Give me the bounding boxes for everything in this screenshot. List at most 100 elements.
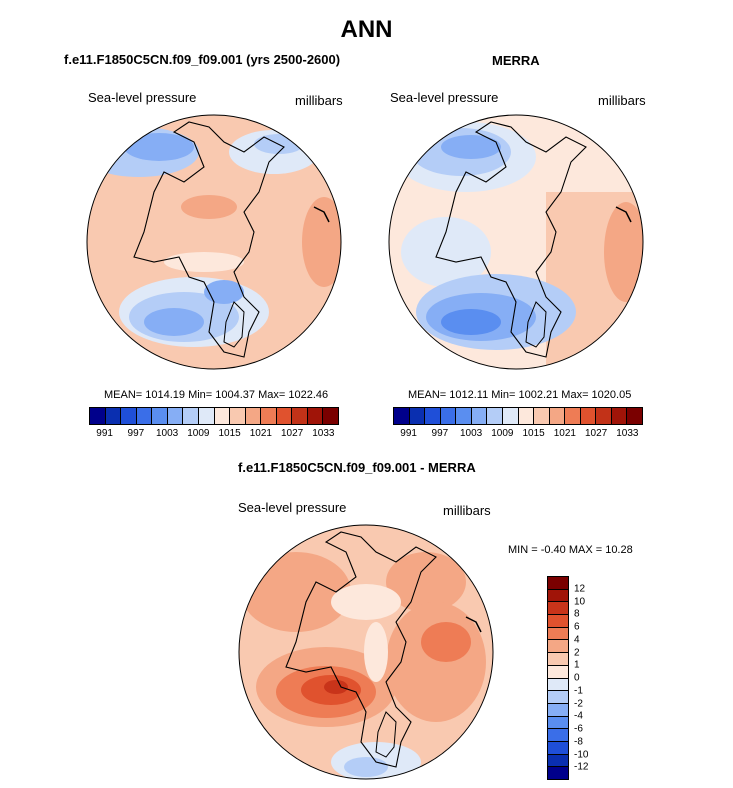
obs-colorbar-tick-label: 991 [400, 428, 417, 439]
obs-colorbar-tick-label: 1021 [553, 428, 576, 439]
obs-colorbar-tick-label: 1003 [460, 428, 483, 439]
diff-colorbar-tick-label: -1 [574, 685, 583, 697]
diff-colorbar-swatch [548, 716, 568, 730]
model-colorbar-swatch [230, 408, 246, 424]
model-colorbar-swatch [292, 408, 308, 424]
model-colorbar-swatch [276, 408, 293, 424]
diff-coastline [375, 711, 397, 758]
model-colorbar-tick-label: 1015 [218, 428, 241, 439]
model-units-label: millibars [295, 93, 343, 108]
model-colorbar-swatch [183, 408, 199, 424]
obs-coastline [615, 206, 632, 223]
model-colorbar-swatch [261, 408, 277, 424]
model-pressure-contour [181, 195, 237, 219]
diff-colorbar-tick-label: -2 [574, 698, 583, 709]
diff-polar-map [238, 524, 494, 780]
obs-units-label: millibars [598, 93, 646, 108]
obs-coastline [435, 121, 587, 358]
diff-colorbar-tick-label: 12 [574, 583, 586, 595]
obs-colorbar-swatch [580, 408, 597, 424]
obs-pressure-contour [604, 202, 643, 302]
model-colorbar-tick-label: 1027 [281, 428, 304, 439]
obs-pressure-contour [401, 217, 491, 287]
diff-colorbar-swatch [548, 678, 568, 692]
diff-colorbar-tick-label: -6 [574, 723, 583, 735]
obs-colorbar-tick-label: 1027 [585, 428, 608, 439]
model-colorbar-swatch [152, 408, 168, 424]
obs-colorbar-swatch [549, 408, 566, 424]
model-colorbar-swatch [136, 408, 153, 424]
model-colorbar-tick-label: 1033 [312, 428, 335, 439]
obs-colorbar-swatch [440, 408, 457, 424]
model-colorbar-swatch [214, 408, 231, 424]
diff-colorbar-tick-label: 4 [574, 634, 580, 646]
model-colorbar [89, 407, 339, 425]
obs-colorbar-swatch [534, 408, 550, 424]
model-colorbar-swatch [307, 408, 324, 424]
model-pressure-contour [302, 197, 341, 287]
model-colorbar-tick-label: 997 [127, 428, 145, 439]
model-polar-map [86, 114, 342, 370]
diff-colorbar-tick-label: 10 [574, 596, 586, 607]
diff-colorbar-swatch [548, 767, 568, 779]
diff-colorbar-tick-label: 0 [574, 672, 580, 684]
diff-panel-title: f.e11.F1850C5CN.f09_f09.001 - MERRA [238, 460, 476, 475]
diff-variable-label: Sea-level pressure [238, 500, 347, 515]
diff-colorbar [547, 576, 569, 780]
diff-colorbar-tick-label: 8 [574, 608, 580, 620]
diff-colorbar-tick-label: -8 [574, 736, 583, 748]
diff-contour [386, 552, 466, 612]
diff-contour [324, 680, 348, 694]
diff-colorbar-swatch [548, 627, 568, 641]
obs-pressure-contour [441, 135, 501, 159]
model-stats: MEAN= 1014.19 Min= 1004.37 Max= 1022.46 [104, 389, 329, 401]
model-colorbar-tick-label: 1003 [156, 428, 179, 439]
obs-colorbar-tick-label: 997 [431, 428, 449, 439]
obs-colorbar [393, 407, 643, 425]
diff-colorbar-tick-label: 2 [574, 647, 580, 658]
diff-colorbar-tick-label: -12 [574, 761, 589, 773]
model-colorbar-tick-label: 1009 [187, 428, 210, 439]
obs-variable-label: Sea-level pressure [390, 90, 499, 105]
obs-colorbar-swatch [409, 408, 426, 424]
diff-colorbar-swatch [548, 577, 568, 590]
diff-colorbar-swatch [548, 754, 568, 768]
diff-contour [421, 622, 471, 662]
diff-colorbar-tick-label: 6 [574, 621, 580, 633]
model-pressure-contour [164, 252, 244, 272]
main-title: ANN [340, 16, 393, 43]
obs-pressure-contour [441, 309, 501, 335]
obs-map-boundary [388, 114, 644, 370]
model-map-boundary [86, 114, 342, 370]
obs-colorbar-swatch [518, 408, 535, 424]
model-pressure-contour [204, 280, 244, 304]
obs-colorbar-swatch [565, 408, 581, 424]
diff-stats: MIN = -0.40 MAX = 10.28 [508, 544, 633, 556]
model-colorbar-swatch [323, 408, 338, 424]
model-panel-title: f.e11.F1850C5CN.f09_f09.001 (yrs 2500-26… [64, 52, 341, 67]
obs-coastline [525, 301, 547, 348]
obs-colorbar-tick-label: 1033 [616, 428, 639, 439]
diff-colorbar-tick-label: -4 [574, 710, 583, 722]
diff-colorbar-swatch [548, 589, 568, 603]
obs-colorbar-tick-label: 1009 [491, 428, 514, 439]
diff-colorbar-swatch [548, 665, 568, 679]
obs-polar-map [388, 114, 644, 370]
diff-colorbar-swatch [548, 653, 568, 666]
obs-colorbar-swatch [502, 408, 519, 424]
diff-colorbar-swatch [548, 691, 568, 704]
diff-units-label: millibars [443, 503, 491, 518]
diff-colorbar-tick-label: -10 [574, 749, 589, 760]
model-colorbar-swatch [90, 408, 106, 424]
model-coastline [313, 206, 330, 223]
obs-colorbar-swatch [394, 408, 410, 424]
model-colorbar-swatch [167, 408, 184, 424]
diff-colorbar-swatch [548, 729, 568, 742]
model-pressure-contour [124, 133, 194, 161]
model-variable-label: Sea-level pressure [88, 90, 197, 105]
diff-coastline [465, 616, 482, 633]
model-pressure-contour [144, 308, 204, 336]
obs-colorbar-swatch [425, 408, 441, 424]
model-colorbar-swatch [105, 408, 122, 424]
model-colorbar-swatch [198, 408, 215, 424]
